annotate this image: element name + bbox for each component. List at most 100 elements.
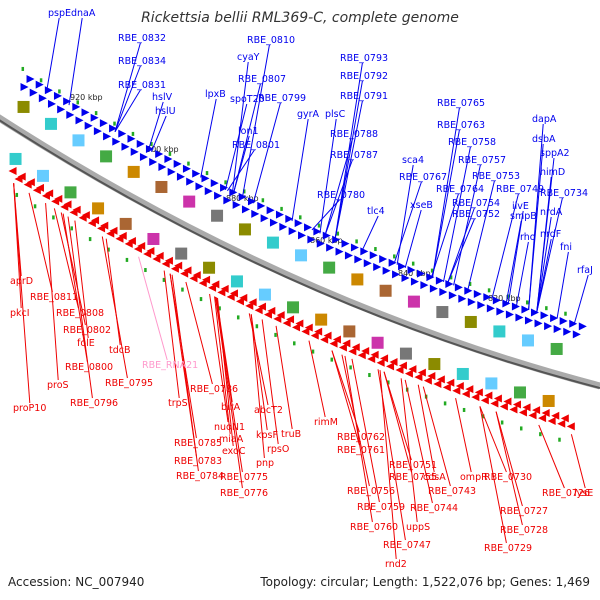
forward-gene-arrow bbox=[335, 247, 344, 256]
reverse-gene-label: RBE_0760 bbox=[350, 522, 398, 533]
forward-gene-label: gyrA bbox=[297, 109, 320, 120]
reverse-gene-label-leader bbox=[60, 212, 86, 326]
forward-gene-label-leader bbox=[68, 17, 83, 106]
reverse-gene-arrow bbox=[386, 362, 395, 371]
forward-gene-arrow bbox=[220, 183, 229, 192]
reverse-gene-arrow bbox=[229, 289, 238, 298]
reverse-gene-arrow bbox=[314, 327, 323, 336]
forward-gene-label-leader bbox=[291, 118, 309, 222]
reverse-gene-label-leader bbox=[417, 384, 435, 473]
tick-mark bbox=[368, 373, 371, 378]
cog-block bbox=[72, 134, 85, 147]
tick-mark bbox=[274, 332, 277, 337]
forward-gene-arrow bbox=[247, 197, 256, 206]
forward-gene-arrow bbox=[158, 162, 167, 171]
reverse-gene-label-leader bbox=[479, 406, 507, 473]
forward-gene-label: hslV bbox=[152, 92, 173, 103]
forward-gene-arrow bbox=[369, 251, 378, 260]
forward-gene-arrow bbox=[99, 119, 108, 128]
tick-mark bbox=[162, 277, 166, 282]
reverse-gene-label: RBE_0726 bbox=[542, 488, 590, 499]
reverse-gene-arrow bbox=[254, 306, 263, 315]
forward-gene-label: himD bbox=[540, 167, 565, 178]
forward-gene-label-leader bbox=[150, 115, 167, 152]
cog-block bbox=[92, 202, 105, 215]
forward-gene-arrow bbox=[464, 286, 473, 295]
forward-gene-arrow bbox=[354, 255, 363, 264]
forward-gene-label: smpB bbox=[510, 211, 537, 222]
forward-gene-label-leader bbox=[467, 180, 495, 291]
forward-gene-arrow bbox=[210, 179, 219, 188]
cog-block bbox=[343, 325, 356, 338]
forward-gene-arrow bbox=[473, 289, 482, 298]
forward-gene-label: sca4 bbox=[402, 155, 424, 166]
reverse-gene-arrow bbox=[414, 373, 423, 382]
reverse-gene-arrow bbox=[493, 394, 502, 403]
forward-gene-label: RBE_0793 bbox=[340, 53, 388, 64]
reverse-gene-arrow bbox=[220, 284, 229, 293]
rna-gene-label-leader bbox=[138, 256, 168, 361]
reverse-gene-label: ompR bbox=[460, 472, 488, 483]
forward-gene-arrow bbox=[164, 154, 173, 163]
forward-gene-label-leader bbox=[114, 89, 141, 132]
forward-gene-arrow bbox=[544, 322, 553, 331]
reverse-gene-arrow bbox=[503, 397, 512, 406]
forward-gene-label: pspE bbox=[48, 8, 71, 19]
forward-gene-label-leader bbox=[447, 218, 475, 284]
tick-mark bbox=[564, 311, 567, 316]
forward-gene-arrow bbox=[344, 251, 353, 260]
forward-gene-label: RBE_0791 bbox=[340, 91, 388, 102]
forward-gene-arrow bbox=[155, 150, 164, 159]
forward-gene-label-leader bbox=[573, 274, 589, 324]
reverse-gene-arrow bbox=[323, 331, 332, 340]
tick-mark bbox=[355, 239, 358, 244]
tick-mark bbox=[88, 237, 92, 242]
forward-gene-arrow bbox=[35, 80, 44, 89]
tick-mark bbox=[449, 275, 453, 280]
forward-gene-label: RBE_0810 bbox=[247, 35, 295, 46]
reverse-gene-label: RBE_0743 bbox=[428, 486, 476, 497]
forward-gene-arrow bbox=[572, 330, 581, 339]
forward-gene-label: RBE_0787 bbox=[330, 150, 378, 161]
reverse-gene-label-leader bbox=[422, 386, 451, 487]
reverse-gene-label: RBE_0811 bbox=[30, 292, 78, 303]
reverse-gene-arrow bbox=[499, 402, 508, 411]
tick-mark bbox=[58, 89, 61, 94]
reverse-gene-arrow bbox=[245, 301, 254, 310]
forward-gene-arrow bbox=[496, 307, 505, 316]
reverse-gene-arrow bbox=[155, 251, 164, 260]
tick-mark bbox=[481, 414, 485, 419]
reverse-gene-label: RBE_0785 bbox=[174, 438, 222, 449]
reverse-gene-arrow bbox=[509, 405, 518, 414]
reverse-gene-label-leader bbox=[344, 355, 373, 523]
tick-mark bbox=[330, 357, 334, 362]
reverse-gene-label: RBE_0776 bbox=[220, 488, 268, 499]
tick-mark bbox=[393, 254, 396, 259]
forward-gene-label: dsbA bbox=[532, 134, 556, 145]
forward-gene-label-leader bbox=[404, 209, 422, 268]
reverse-gene-arrow bbox=[522, 403, 531, 412]
forward-gene-label: plsC bbox=[325, 109, 346, 120]
forward-gene-arrow bbox=[505, 310, 514, 319]
forward-gene-arrow bbox=[201, 174, 210, 183]
reverse-gene-label: folE bbox=[77, 338, 95, 349]
reverse-gene-label: uppS bbox=[406, 522, 430, 533]
forward-gene-label: RBE_0754 bbox=[452, 198, 500, 209]
reverse-gene-arrow bbox=[417, 368, 426, 377]
forward-gene-label: ilvE bbox=[512, 201, 529, 212]
feature-layer bbox=[8, 66, 587, 442]
cog-block bbox=[64, 186, 77, 199]
reverse-gene-arrow bbox=[480, 396, 489, 405]
reverse-gene-arrow bbox=[389, 358, 398, 367]
tick-mark bbox=[242, 189, 246, 194]
forward-gene-arrow bbox=[515, 313, 524, 322]
forward-gene-label-leader bbox=[536, 176, 552, 313]
reverse-gene-arrow bbox=[127, 236, 136, 245]
forward-gene-arrow bbox=[241, 205, 250, 214]
cog-block bbox=[315, 313, 328, 326]
forward-gene-label: spoT20 bbox=[230, 94, 265, 105]
reverse-gene-label: lysE bbox=[574, 488, 593, 499]
reverse-gene-label: RBE_0747 bbox=[383, 540, 431, 551]
forward-gene-arrow bbox=[81, 108, 90, 117]
reverse-gene-arrow bbox=[465, 385, 474, 394]
